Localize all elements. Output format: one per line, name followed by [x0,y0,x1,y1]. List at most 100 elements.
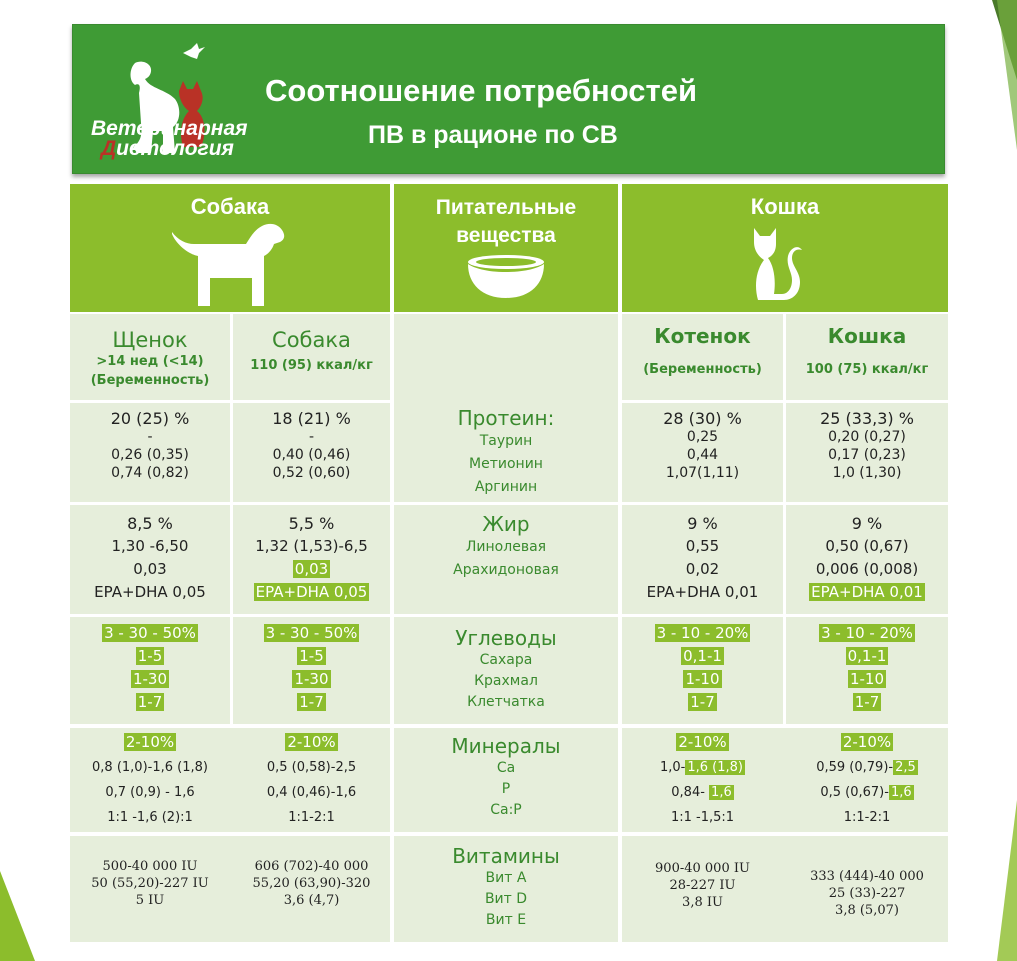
protein-kitten: 28 (30) % 0,25 0,44 1,07(1,11) [622,410,783,482]
subheader-puppy: Щенок >14 нед (<14) (Беременность) [70,328,230,390]
vitamins-kitten: 900-40 000 IU 28-227 IU 3,8 IU [622,860,783,911]
value-highlight: 1-7 [297,693,326,711]
protein-cat: 25 (33,3) % 0,20 (0,27) 0,17 (0,23) 1,0 … [786,410,948,482]
value: 25 (33,3) % [820,409,914,428]
value-highlight: 2-10% [840,733,894,751]
value-highlight: 1-7 [688,693,717,711]
nutrient-item: Сахара [479,652,533,668]
subheader-dog-title: Собака [272,328,351,352]
value: 1,07(1,11) [665,465,740,481]
vitamins-dog: 606 (702)-40 000 55,20 (63,90)-320 3,6 (… [233,858,390,909]
value: 1,32 (1,53)-6,5 [255,537,368,555]
value-highlight: 3 - 30 - 50% [263,624,360,642]
subheader-cat-title: Кошка [827,324,907,348]
value-highlight: 1,6 (1,8) [685,760,745,775]
value: 28-227 IU [669,878,736,893]
value: 0,5 (0,58)-2,5 [266,760,357,775]
header-banner: Ветеринарная Диетология Соотношение потр… [72,24,945,174]
value-highlight: 3 - 10 - 20% [654,624,751,642]
value: 1,30 -6,50 [111,537,189,555]
value-highlight: EPA+DHA 0,05 [253,583,370,601]
nutrient-item: Ca:P [490,802,522,818]
logo-text-red-letter: Д [101,137,117,160]
value: 1:1-2:1 [288,810,335,825]
page-subtitle: ПВ в рационе по СВ [368,121,618,149]
protein-puppy: 20 (25) % - 0,26 (0,35) 0,74 (0,82) [70,410,230,482]
value: 25 (33)-227 [828,886,906,901]
subheader-cat: Кошка 100 (75) ккал/кг [786,324,948,377]
value-highlight: 2-10% [285,733,338,751]
value: 0,40 (0,46) [272,447,351,463]
logo-text-rest: иетология [116,137,234,160]
nutrient-carbs-title: Углеводы [455,626,557,650]
value: 3,8 (5,07) [835,903,899,918]
separator [70,400,390,403]
subheader-cat-kcal: 100 (75) ккал/кг [805,362,929,377]
value: 18 (21) % [272,409,351,428]
nutrient-item: Вит D [484,891,528,907]
separator [390,314,394,942]
data-table: Щенок >14 нед (<14) (Беременность) Собак… [70,314,948,942]
value: 1:1 -1,6 (2):1 [107,810,193,825]
value-highlight: 1-30 [292,670,331,688]
value: 8,5 % [127,514,173,533]
value: 1,0 (1,30) [832,465,902,481]
nutrient-protein: Протеин: Таурин Метионин Аргинин [394,406,618,499]
value: 0,5 (0,67)- [820,785,889,800]
nutrient-protein-title: Протеин: [457,406,555,430]
nutrient-item: Ca [496,760,516,776]
value: 0,17 (0,23) [828,447,906,463]
value-highlight: 0,1-1 [845,647,889,665]
value-highlight: 2-10% [676,733,729,751]
subheader-dog: Собака 110 (95) ккал/кг [233,328,390,373]
column-title-dog: Собака [190,194,270,219]
value-highlight: 1-5 [297,647,326,665]
value: 0,55 [685,537,720,555]
nutrient-minerals: Минералы Ca P Ca:P [394,734,618,821]
value: 0,4 (0,46)-1,6 [266,785,357,800]
carbs-cat: 3 - 10 - 20% 0,1-1 1-10 1-7 [786,622,948,714]
separator [230,314,233,728]
value-highlight: 1-10 [847,670,887,688]
logo-text-line1: Ветеринарная [91,117,248,140]
value: 0,006 (0,008) [815,560,919,578]
value: 0,84- [671,785,705,800]
fat-puppy: 8,5 % 1,30 -6,50 0,03 EPA+DHA 0,05 [70,512,230,604]
separator [70,502,948,505]
nutrient-minerals-title: Минералы [451,734,561,758]
value-highlight: 1-30 [130,670,170,688]
logo-icon [130,43,205,153]
subheader-kitten-title: Котенок [654,324,751,348]
separator [70,614,948,617]
value: 500-40 000 IU [102,859,198,874]
column-title-nutrients: Питательные вещества [435,196,577,247]
fat-kitten: 9 % 0,55 0,02 EPA+DHA 0,01 [622,512,783,604]
carbs-puppy: 3 - 30 - 50% 1-5 1-30 1-7 [70,622,230,714]
value: 0,03 [133,560,167,578]
value: 0,59 (0,79)- [816,760,894,775]
protein-dog: 18 (21) % - 0,40 (0,46) 0,52 (0,60) [233,410,390,482]
value-highlight: 1-7 [135,693,165,711]
separator [783,314,786,728]
fat-dog: 5,5 % 1,32 (1,53)-6,5 0,03 EPA+DHA 0,05 [233,512,390,604]
nutrient-item: Крахмал [474,673,538,689]
column-header-dog: Собака [70,184,390,312]
nutrient-item: Таурин [479,433,533,449]
value: 28 (30) % [663,409,742,428]
value: EPA+DHA 0,05 [94,583,206,601]
value: 0,25 [686,429,719,445]
nutrient-fat: Жир Линолевая Арахидоновая [394,512,618,582]
value: 1:1 -1,5:1 [670,810,735,825]
value-highlight: 1-5 [135,647,165,665]
value: 0,7 (0,9) - 1,6 [105,785,195,800]
nutrient-item: Арахидоновая [453,562,559,578]
value: 900-40 000 IU [655,861,750,876]
subheader-puppy-pregnancy: (Беременность) [90,373,210,388]
separator [618,314,622,942]
subheader-puppy-title: Щенок [112,328,188,352]
value: 5,5 % [288,514,335,533]
logo-text-line2: Диетология [101,137,234,161]
minerals-puppy: 2-10% 0,8 (1,0)-1,6 (1,8) 0,7 (0,9) - 1,… [70,730,230,830]
nutrient-item: Аргинин [474,479,538,495]
corner-decoration-bottom [0,871,35,961]
